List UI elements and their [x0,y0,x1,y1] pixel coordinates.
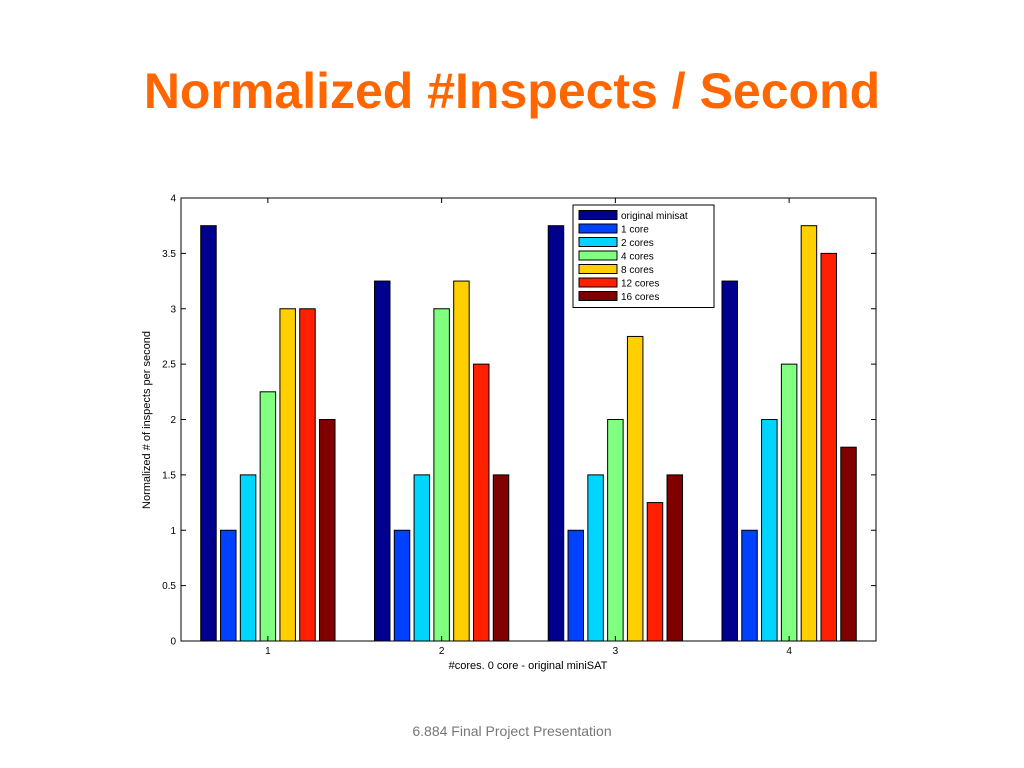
footer-text: 6.884 Final Project Presentation [412,723,612,739]
bar-4-original-minisat [721,280,738,642]
legend-label: 8 cores [621,265,654,276]
bar-4-16-cores [840,446,857,642]
bar-3-16-cores [666,474,684,642]
y-tick-label: 3.5 [162,249,176,260]
bar-2-8-cores [453,280,470,642]
y-tick-label: 0 [170,637,176,648]
legend-swatch [578,264,618,274]
bar-2-2-cores [413,474,431,642]
legend-swatch [578,277,618,288]
bar-3-4-cores [607,419,624,642]
bar-2-16-cores [492,474,510,642]
bar-1-4-cores [259,391,277,642]
y-tick-label: 0.5 [162,581,176,592]
y-tick-label: 2.5 [162,360,176,371]
legend-label: 12 cores [621,279,659,290]
x-axis-label: #cores. 0 core - original miniSAT [449,660,608,672]
bar-2-12-cores [472,363,490,642]
x-tick-label: 2 [439,646,445,657]
y-tick-label: 1.5 [162,470,176,481]
bar-1-16-cores [319,419,336,642]
legend-swatch [578,250,618,261]
bar-4-8-cores [800,225,818,642]
axes-group: 0 0.5 1 1.5 2 2.5 3 3.5 4 1 2 3 4 [162,194,876,657]
bar-1-12-cores [299,308,316,642]
y-tick-label: 2 [170,415,176,426]
bar-3-original-minisat [547,225,565,642]
slide-title: Normalized #Inspects / Second [143,63,881,119]
bar-1-2-cores [239,474,257,642]
bar-4-2-cores [761,419,778,642]
x-tick-label: 4 [786,646,792,657]
legend-label: 2 cores [621,238,654,249]
legend-label: original minisat [621,211,688,222]
bar-3-1-core [567,529,585,642]
x-tick-label: 1 [265,646,271,657]
bar-4-12-cores [820,252,837,642]
bar-2-4-cores [433,308,450,642]
legend-swatch [578,223,618,234]
bar-4-4-cores [780,363,798,642]
bar-4-1-core [741,529,758,642]
bar-1-original-minisat [200,225,217,642]
legend-label: 16 cores [621,292,659,303]
legend-swatch [578,291,618,301]
legend-label: 4 cores [621,252,654,263]
legend-swatch [578,210,618,220]
bar-3-2-cores [587,474,604,642]
y-tick-label: 4 [170,194,176,205]
y-axis-label: Normalized # of inspects per second [141,331,153,509]
bar-2-1-core [393,529,411,642]
bar-1-1-core [220,529,237,642]
plot-area [180,197,877,642]
bars-group [200,225,857,642]
y-tick-label: 1 [170,526,176,537]
bar-1-8-cores [279,308,296,642]
bar-3-12-cores [646,502,664,642]
bar-2-original-minisat [373,280,391,642]
bar-3-8-cores [626,335,644,642]
legend: original minisat 1 core 2 cores 4 cores 8 co… [572,204,715,308]
legend-label: 1 core [621,225,649,236]
y-tick-label: 3 [170,304,176,315]
x-tick-label: 3 [613,646,619,657]
legend-swatch [578,237,618,247]
